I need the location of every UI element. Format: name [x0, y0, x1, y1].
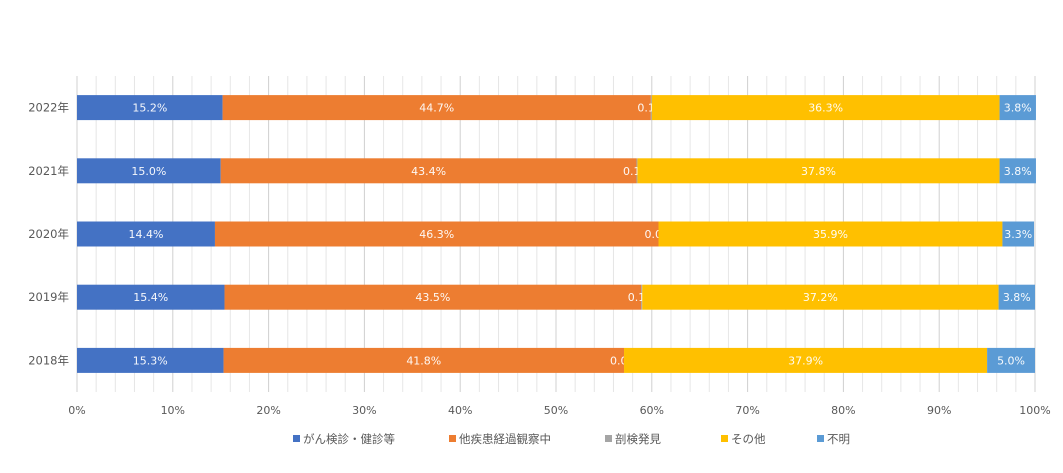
bar-segment [77, 347, 224, 373]
bar-segment [77, 221, 215, 247]
x-tick-label: 50% [544, 404, 568, 417]
x-tick-label: 60% [640, 404, 664, 417]
bar-segment [642, 284, 999, 310]
data-label: 35.9% [813, 228, 848, 241]
bar-segment [77, 284, 225, 310]
x-tick-label: 10% [161, 404, 185, 417]
bar-segment [637, 158, 1000, 184]
x-tick-label: 90% [927, 404, 951, 417]
legend-swatch [721, 435, 728, 442]
data-label: 37.8% [801, 165, 836, 178]
bar-segment [77, 95, 223, 121]
bar-segment [224, 284, 642, 310]
bar-segment [636, 158, 638, 184]
x-tick-label: 20% [256, 404, 280, 417]
x-tick-label: 40% [448, 404, 472, 417]
legend-label: 不明 [827, 432, 850, 446]
legend-label: がん検診・健診等 [303, 432, 395, 446]
data-label: 3.8% [1003, 291, 1031, 304]
x-tick-label: 70% [735, 404, 759, 417]
category-label: 2019年 [28, 290, 69, 304]
data-label: 3.8% [1004, 102, 1032, 115]
category-label: 2020年 [28, 227, 69, 241]
category-label: 2022年 [28, 101, 69, 115]
bar-segment [214, 221, 659, 247]
bar-segment [658, 221, 1003, 247]
data-label: 3.3% [1004, 228, 1032, 241]
legend-swatch [293, 435, 300, 442]
legend-label: 剖検発見 [615, 432, 661, 446]
legend-label: 他疾患経過観察中 [459, 432, 551, 446]
data-label: 43.5% [415, 291, 450, 304]
legend-swatch [449, 435, 456, 442]
data-label: 44.7% [419, 102, 454, 115]
bar-segment [222, 95, 651, 121]
category-label: 2021年 [28, 164, 69, 178]
bar-segment [624, 347, 988, 373]
bar-segment [987, 347, 1035, 373]
data-label: 15.0% [131, 165, 166, 178]
data-label: 37.2% [803, 291, 838, 304]
bar-segment [999, 95, 1036, 121]
bar-segment [998, 284, 1035, 310]
legend-label: その他 [731, 432, 766, 446]
x-tick-label: 30% [352, 404, 376, 417]
data-label: 15.3% [133, 354, 168, 367]
bar-segment [1002, 221, 1035, 247]
legend-swatch [605, 435, 612, 442]
bar-segment [651, 95, 1000, 121]
x-tick-label: 80% [831, 404, 855, 417]
x-tick-label: 100% [1019, 404, 1050, 417]
bar-segment [220, 158, 637, 184]
bar-segment [77, 158, 221, 184]
data-label: 15.2% [132, 102, 167, 115]
bar-segment [641, 284, 643, 310]
data-label: 43.4% [411, 165, 446, 178]
data-label: 36.3% [808, 102, 843, 115]
data-label: 41.8% [406, 354, 441, 367]
data-label: 5.0% [997, 354, 1025, 367]
data-label: 14.4% [128, 228, 163, 241]
data-label: 15.4% [133, 291, 168, 304]
bar-segment [999, 158, 1036, 184]
legend-swatch [817, 435, 824, 442]
data-label: 37.9% [788, 354, 823, 367]
bar-segment [650, 95, 652, 121]
data-label: 3.8% [1004, 165, 1032, 178]
data-label: 46.3% [419, 228, 454, 241]
x-tick-label: 0% [68, 404, 85, 417]
bar-segment [223, 347, 625, 373]
category-label: 2018年 [28, 353, 69, 367]
